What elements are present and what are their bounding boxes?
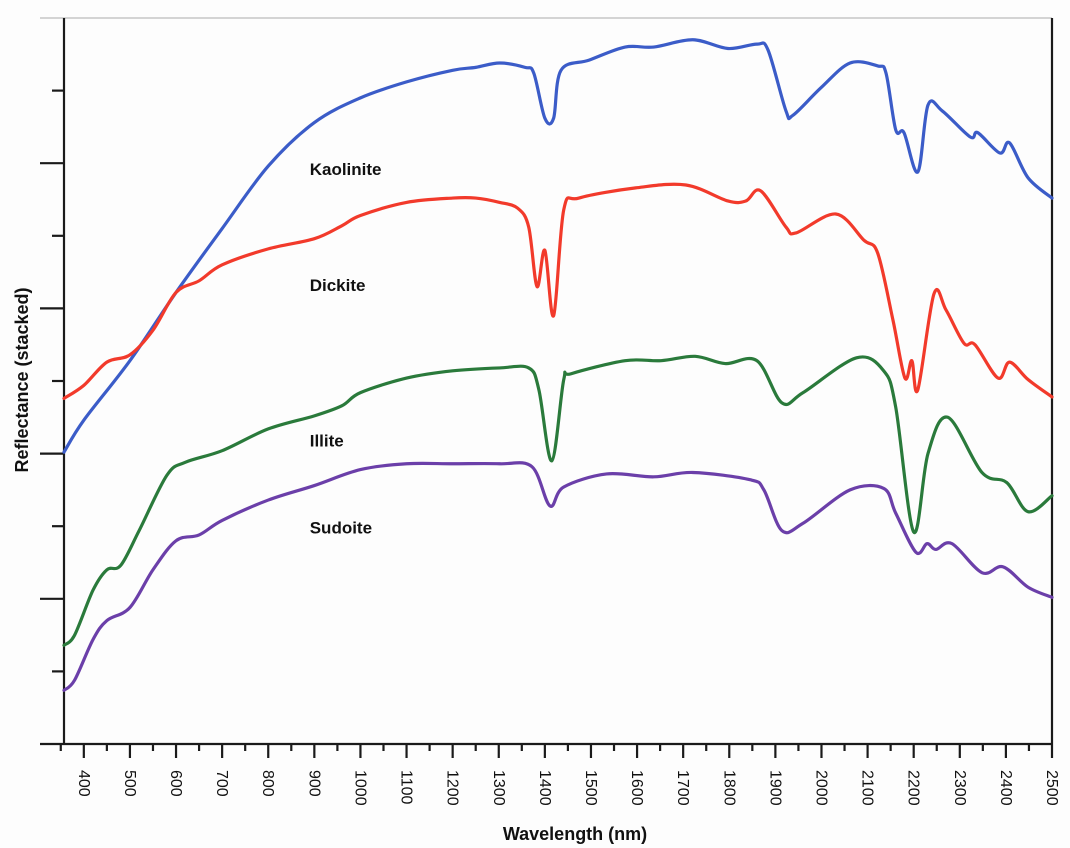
x-tick-label: 1500 [582,770,599,806]
y-axis-label: Reflectance (stacked) [12,287,32,472]
x-tick-label: 900 [305,770,322,797]
series-line-kaolinite [62,38,1054,454]
axis-ticks: 400 500 600 700 800 900 1000 1100 1200 1300 1400 15… [40,89,1060,806]
series-line-illite [62,354,1054,647]
x-tick-label: 2200 [905,770,922,806]
series-line-sudoite [62,461,1054,692]
x-axis-label: Wavelength (nm) [503,824,647,844]
x-tick-label: 2400 [997,770,1014,806]
x-tick-label: 400 [75,770,92,797]
series-label-illite: Illite [310,432,344,451]
x-tick-label: 1600 [628,770,645,806]
series-label-sudoite: Sudoite [310,519,372,538]
x-tick-label: 2300 [951,770,968,806]
x-tick-label: 1400 [536,770,553,806]
series-line-dickite [62,182,1054,401]
series-group [62,38,1054,692]
x-tick-label: 500 [121,770,138,797]
x-tick-label: 2000 [812,770,829,806]
x-tick-label: 800 [259,770,276,797]
x-tick-label: 700 [213,770,230,797]
x-tick-label: 1300 [490,770,507,806]
series-labels: Kaolinite Dickite Illite Sudoite [310,160,382,538]
x-tick-label: 1000 [351,770,368,806]
x-tick-label: 1900 [766,770,783,806]
x-tick-label: 1200 [444,770,461,806]
x-tick-label: 2100 [859,770,876,806]
x-tick-label: 600 [167,770,184,797]
series-label-dickite: Dickite [310,276,366,295]
x-tick-label: 1100 [398,770,415,805]
x-tick-label: 2500 [1043,770,1060,806]
x-tick-label: 1700 [674,770,691,806]
x-tick-label: 1800 [720,770,737,806]
series-label-kaolinite: Kaolinite [310,160,382,179]
